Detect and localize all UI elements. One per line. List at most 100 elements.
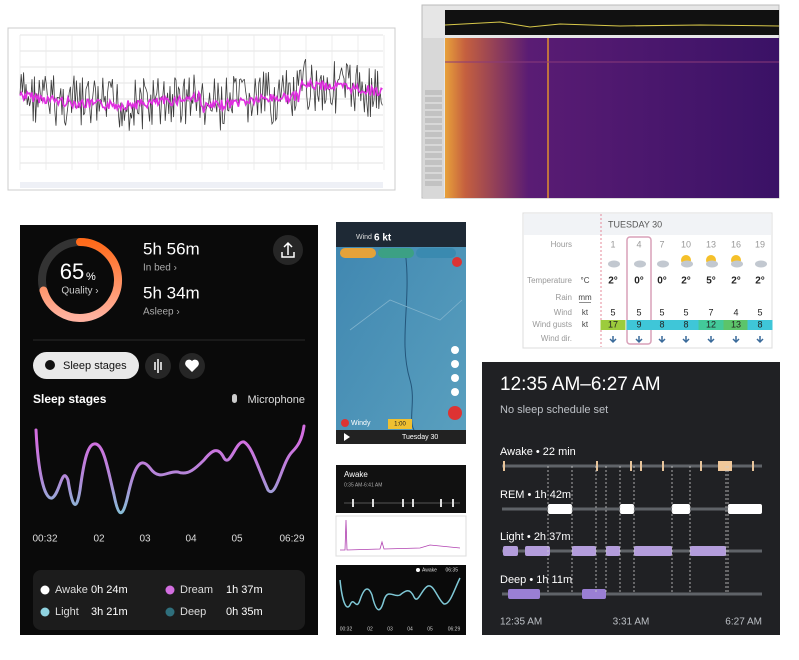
row-label: Wind dir. bbox=[541, 334, 572, 343]
map-button[interactable] bbox=[451, 374, 459, 382]
map-button[interactable] bbox=[451, 388, 459, 396]
wind-arrow bbox=[756, 336, 764, 344]
mic-icon bbox=[232, 394, 237, 403]
cell: 5 bbox=[659, 307, 664, 317]
time: 1:00 bbox=[394, 422, 406, 428]
cell: 4 bbox=[636, 239, 641, 249]
rem-block bbox=[728, 504, 762, 514]
mini-hypno bbox=[336, 565, 466, 635]
fit-axis-label: 3:31 AM bbox=[613, 617, 650, 628]
legend-dot bbox=[165, 607, 175, 617]
mini-mark bbox=[352, 499, 354, 507]
mini-time-label: 03 bbox=[387, 626, 393, 632]
row-unit: kt bbox=[582, 320, 589, 329]
raw-signal bbox=[19, 58, 383, 131]
rem-block bbox=[548, 504, 572, 514]
stage-label: Awake • 22 min bbox=[500, 446, 576, 458]
row-label: Hours bbox=[551, 240, 572, 249]
stage-label: Deep • 1h 11m bbox=[500, 574, 572, 586]
wind-arrow bbox=[658, 336, 666, 344]
menu-button[interactable] bbox=[448, 406, 462, 420]
mini-mark bbox=[372, 499, 374, 507]
side-button bbox=[425, 160, 442, 165]
close-button[interactable] bbox=[452, 257, 462, 267]
mini-mark bbox=[440, 499, 442, 507]
rain-unit-underline bbox=[579, 302, 591, 303]
cloud-icon bbox=[608, 260, 620, 268]
awake-mark bbox=[752, 461, 754, 471]
cell: 8 bbox=[683, 319, 688, 329]
cell: 7 bbox=[708, 307, 713, 317]
side-button bbox=[425, 181, 442, 186]
map-button[interactable] bbox=[451, 360, 459, 368]
spectrogram bbox=[445, 38, 779, 198]
side-button bbox=[425, 104, 442, 109]
legend-name: Light bbox=[55, 606, 79, 618]
side-button bbox=[425, 111, 442, 116]
cell: 8 bbox=[757, 319, 762, 329]
cell: 16 bbox=[731, 239, 741, 249]
deep-block bbox=[508, 589, 540, 599]
legend-value: 0h 35m bbox=[226, 606, 263, 618]
light-block bbox=[690, 546, 726, 556]
mini-time-label: 06:29 bbox=[448, 626, 461, 632]
forecast-day: TUESDAY 30 bbox=[608, 219, 662, 229]
wind-arrow bbox=[635, 336, 643, 344]
mini-legend: Awake bbox=[422, 567, 437, 573]
side-button bbox=[425, 146, 442, 151]
time-label: 03 bbox=[139, 534, 151, 545]
time-label: 04 bbox=[185, 534, 197, 545]
time-label: 05 bbox=[231, 534, 243, 545]
mini-legend-time: 06:35 bbox=[445, 567, 458, 573]
side-button bbox=[425, 125, 442, 130]
fit-axis-label: 12:35 AM bbox=[500, 617, 542, 628]
legend-box bbox=[33, 570, 305, 630]
awake-mark bbox=[630, 461, 632, 471]
light-block bbox=[606, 546, 620, 556]
time-label: 06:29 bbox=[279, 534, 304, 545]
cell: 13 bbox=[706, 239, 716, 249]
row-label: Wind bbox=[554, 308, 572, 317]
legend-value: 1h 37m bbox=[226, 584, 263, 596]
cell: 2° bbox=[755, 276, 765, 287]
time-label: 00:32 bbox=[32, 534, 57, 545]
cell: 10 bbox=[681, 239, 691, 249]
quality-value: 65 bbox=[60, 259, 84, 284]
cell: 17 bbox=[608, 319, 618, 329]
smoothed-signal bbox=[19, 77, 383, 113]
wind-arrow bbox=[609, 336, 617, 344]
cell: 5 bbox=[636, 307, 641, 317]
stage-label: REM • 1h 42m bbox=[500, 489, 571, 501]
mini-range: 0:35 AM-6:41 AM bbox=[344, 482, 382, 488]
cell: 2° bbox=[608, 276, 618, 287]
legend-name: Deep bbox=[180, 606, 206, 618]
cell: 2° bbox=[681, 276, 691, 287]
chart-legend-bar bbox=[20, 182, 383, 188]
quality-unit: % bbox=[86, 271, 96, 283]
play-icon[interactable] bbox=[344, 433, 350, 441]
map-button[interactable] bbox=[451, 346, 459, 354]
in-bed-label: In bed › bbox=[143, 263, 177, 274]
side-button bbox=[425, 132, 442, 137]
cell: 7 bbox=[659, 239, 664, 249]
cell: 13 bbox=[731, 319, 741, 329]
cloud-icon bbox=[657, 260, 669, 268]
logo bbox=[341, 419, 349, 427]
mini-time-label: 02 bbox=[367, 626, 373, 632]
side-button bbox=[425, 97, 442, 102]
cell: 5 bbox=[610, 307, 615, 317]
asleep: 5h 34m bbox=[143, 283, 200, 302]
cell: 8 bbox=[659, 319, 664, 329]
time-badge bbox=[388, 419, 412, 429]
cell: 5 bbox=[757, 307, 762, 317]
mini-title: Awake bbox=[344, 470, 368, 479]
legend-dot bbox=[165, 585, 175, 595]
mini-awake bbox=[336, 465, 466, 513]
top-bar bbox=[336, 222, 466, 247]
mini-spikes bbox=[340, 519, 461, 551]
cell: 0° bbox=[634, 276, 644, 287]
tab-sleep-stages[interactable] bbox=[33, 352, 139, 379]
awake-block bbox=[718, 461, 732, 471]
side-button bbox=[425, 153, 442, 158]
